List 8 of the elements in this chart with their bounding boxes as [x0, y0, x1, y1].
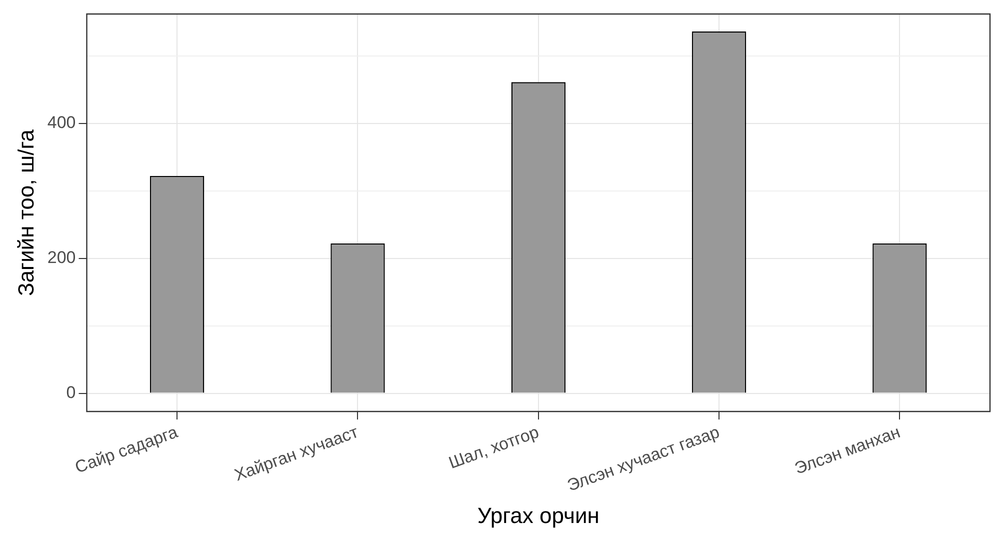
x-axis-title: Ургах орчин — [477, 502, 600, 528]
y-axis-title: Загийн тоо, ш/га — [13, 128, 38, 296]
y-tick-label: 400 — [47, 113, 76, 132]
y-tick-label: 200 — [47, 248, 76, 267]
x-tick-label: Элсэн манхан — [792, 422, 903, 478]
x-tick-label: Сайр садарга — [72, 422, 181, 478]
x-tick-label: Шал, хотгор — [446, 422, 542, 472]
y-tick-label: 0 — [66, 382, 76, 402]
